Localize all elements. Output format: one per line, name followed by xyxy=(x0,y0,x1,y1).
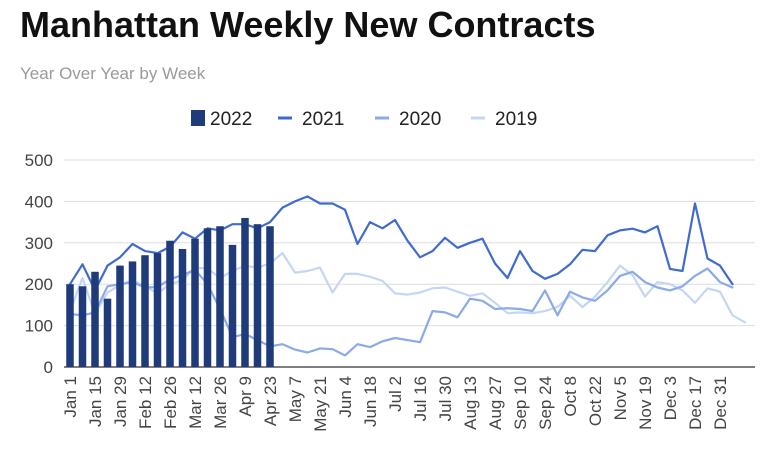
bar-2022 xyxy=(241,217,249,367)
x-tick-label: Nov 19 xyxy=(636,376,655,430)
bar-2022 xyxy=(203,228,212,367)
chart-subtitle: Year Over Year by Week xyxy=(20,64,206,83)
bar-2022 xyxy=(116,265,124,367)
bar-2022 xyxy=(191,238,199,367)
x-tick-label: Jun 4 xyxy=(336,376,355,418)
y-tick-label: 500 xyxy=(25,151,53,170)
x-tick-label: Dec 3 xyxy=(661,376,680,420)
x-tick-label: Mar 12 xyxy=(186,376,205,429)
bar-2022 xyxy=(153,253,162,367)
x-tick-label: Sep 10 xyxy=(511,376,530,430)
x-tick-label: Jan 15 xyxy=(86,376,105,427)
x-tick-label: Feb 12 xyxy=(136,376,155,429)
legend-swatch-2022 xyxy=(191,110,205,126)
x-tick-label: Dec 31 xyxy=(711,376,730,430)
x-tick-label: Jul 2 xyxy=(386,376,405,412)
legend-label-2020: 2020 xyxy=(399,109,441,130)
y-tick-label: 100 xyxy=(25,317,53,336)
legend-label-2019: 2019 xyxy=(495,109,537,130)
bar-2022 xyxy=(178,249,187,367)
x-tick-label: Mar 26 xyxy=(211,376,230,429)
x-tick-label: Jan 29 xyxy=(111,376,130,427)
legend-label-2022: 2022 xyxy=(210,109,252,130)
x-tick-label: Jul 30 xyxy=(436,376,455,421)
bar-2022 xyxy=(141,255,149,367)
chart-title: Manhattan Weekly New Contracts xyxy=(20,4,596,45)
bar-2022 xyxy=(128,261,137,367)
x-tick-label: Oct 22 xyxy=(586,376,605,426)
x-tick-label: May 21 xyxy=(311,376,330,432)
x-tick-label: Feb 26 xyxy=(161,376,180,429)
bar-2022 xyxy=(78,286,87,367)
y-tick-label: 200 xyxy=(25,275,53,294)
x-tick-label: Apr 9 xyxy=(236,376,255,417)
x-tick-label: May 7 xyxy=(286,376,305,422)
bar-2022 xyxy=(228,244,237,367)
bar-2022 xyxy=(166,240,174,367)
y-tick-label: 400 xyxy=(25,192,53,211)
x-tick-label: Aug 13 xyxy=(461,376,480,430)
y-tick-label: 300 xyxy=(25,234,53,253)
x-tick-label: Oct 8 xyxy=(561,376,580,417)
bar-2022 xyxy=(266,226,274,367)
x-tick-label: Dec 17 xyxy=(686,376,705,430)
x-tick-label: Jan 1 xyxy=(61,376,80,418)
x-tick-label: Jul 16 xyxy=(411,376,430,421)
bar-2022 xyxy=(216,226,224,367)
x-tick-label: Sep 24 xyxy=(536,376,555,430)
legend-label-2021: 2021 xyxy=(302,109,344,130)
bar-2022 xyxy=(253,224,262,367)
series-line-2021 xyxy=(68,195,734,292)
y-tick-label: 0 xyxy=(44,358,53,377)
bar-2022 xyxy=(66,284,74,367)
x-tick-label: Apr 23 xyxy=(261,376,280,426)
x-tick-label: Jun 18 xyxy=(361,376,380,427)
x-tick-label: Aug 27 xyxy=(486,376,505,430)
x-tick-label: Nov 5 xyxy=(611,376,630,420)
bar-2022 xyxy=(91,271,99,367)
bar-2022 xyxy=(103,298,112,367)
